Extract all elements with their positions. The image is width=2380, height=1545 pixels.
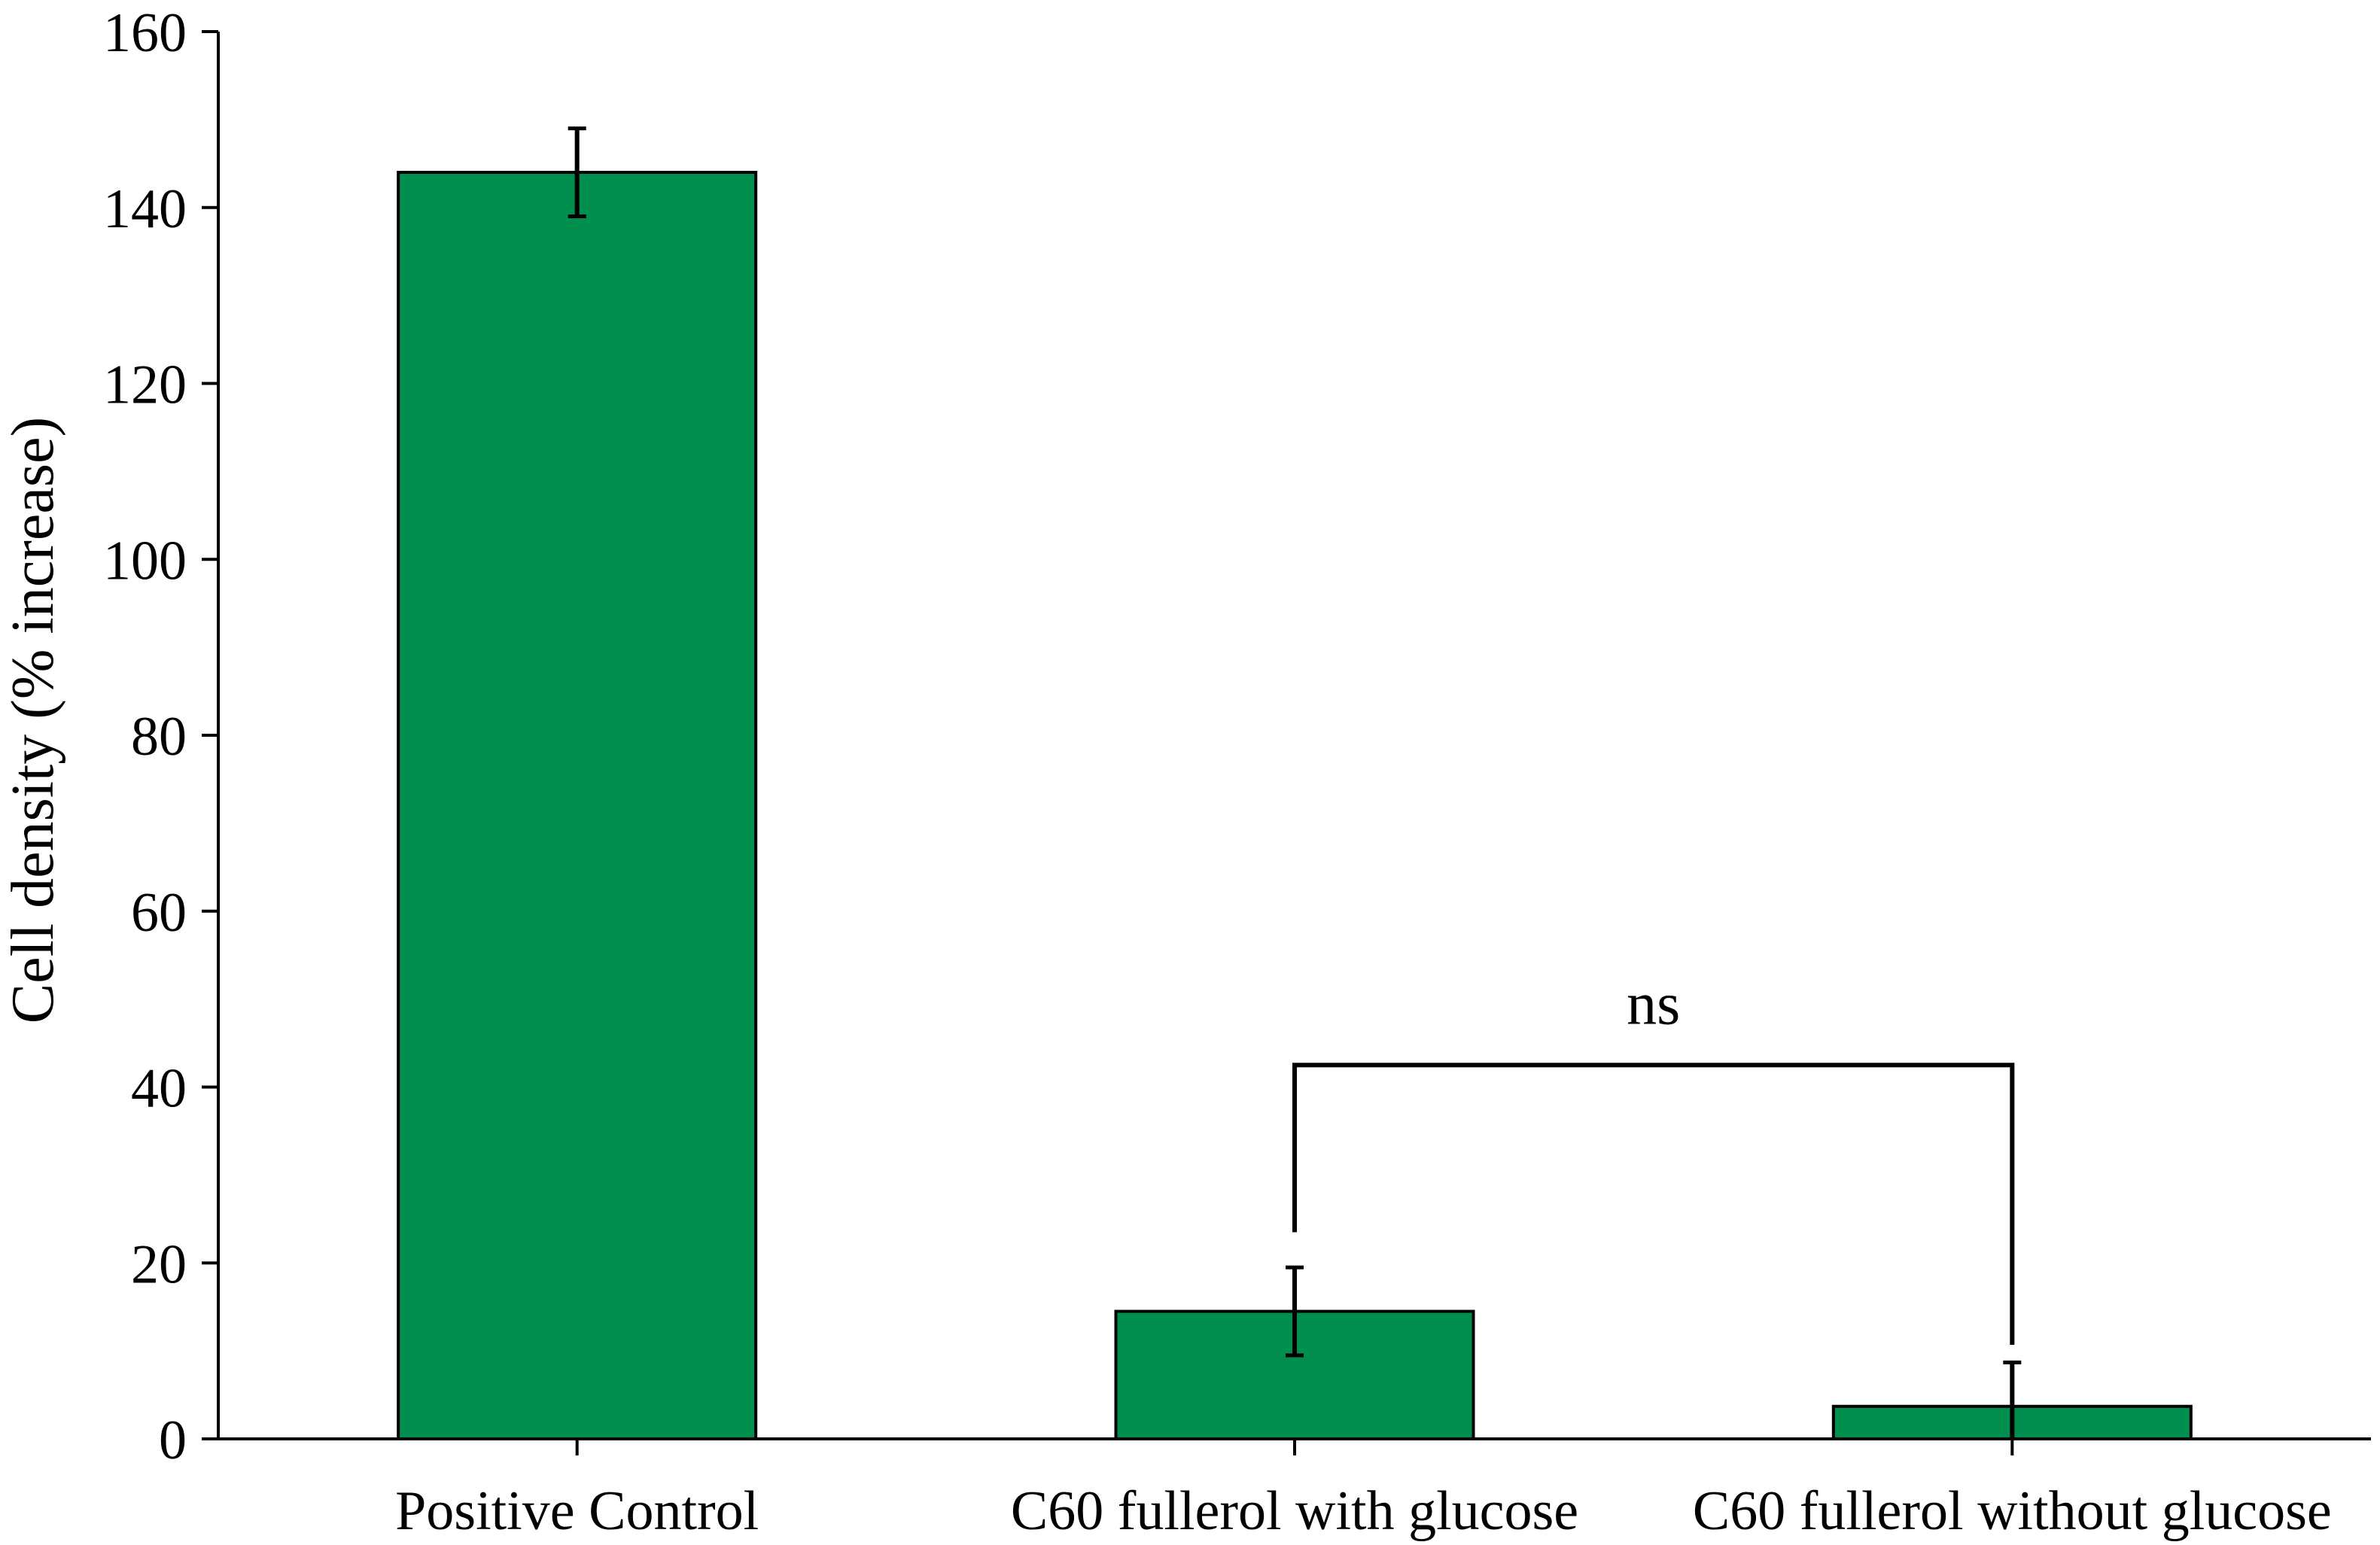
y-tick-label: 20 (131, 1233, 187, 1295)
significance-bracket: ns (1292, 971, 2015, 1345)
y-tick-label: 60 (131, 882, 187, 944)
x-tick-label: Positive Control (395, 1480, 759, 1542)
y-tick-label: 0 (159, 1410, 187, 1471)
x-tick-label: C60 fullerol without glucose (1693, 1480, 2332, 1542)
y-tick-label: 160 (103, 2, 187, 64)
significance-label: ns (1627, 971, 1680, 1037)
y-tick-label: 80 (131, 706, 187, 768)
y-tick-label: 40 (131, 1058, 187, 1120)
y-tick-label: 120 (103, 354, 187, 416)
y-axis-ticks: 0 20 40 60 80 100 120 140 160 (103, 2, 218, 1471)
bracket-line (1292, 1063, 2015, 1345)
error-bars (568, 126, 2022, 1439)
y-tick-label: 140 (103, 178, 187, 240)
y-tick-label: 100 (103, 530, 187, 592)
bar (397, 171, 758, 1440)
x-tick-label: C60 fullerol with glucose (1011, 1480, 1578, 1542)
y-axis-label: Cell density (% increase) (0, 417, 66, 1023)
x-axis-tick-labels: Positive Control C60 fullerol with glucos… (395, 1439, 2332, 1542)
bars (397, 171, 2193, 1440)
